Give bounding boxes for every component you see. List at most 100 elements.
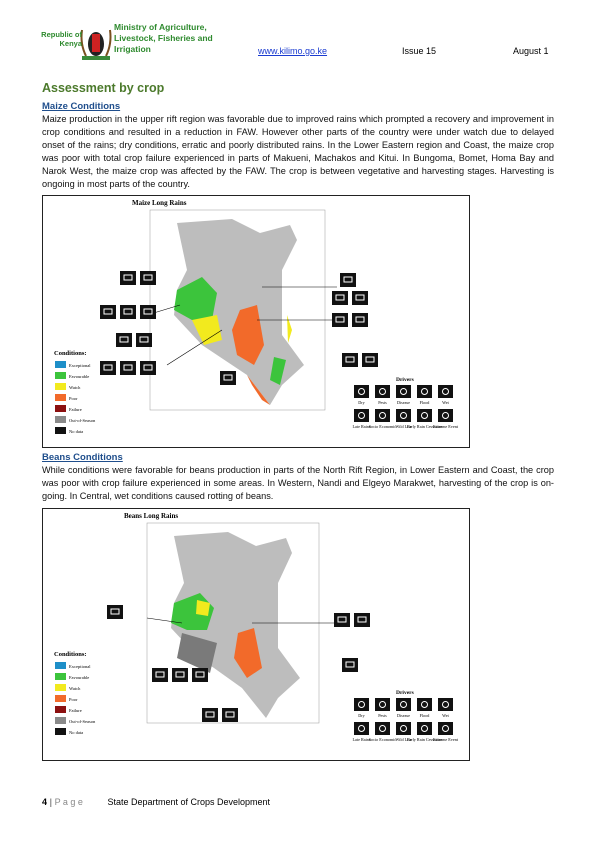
driver-icon [352,291,368,305]
driver-icon-symbol [400,725,407,732]
maize-map: Maize Long Rains Conditions: Exceptional F… [42,195,470,448]
driver-icon-symbol [143,364,153,371]
driver-icon [220,371,236,385]
driver-icon-symbol [355,316,365,323]
driver-icon-symbol [195,671,205,678]
driver-icon-symbol [400,412,407,419]
footer: 4 | P a g e State Department of Crops De… [42,797,271,807]
driver-icon [396,385,411,398]
legend-swatch [55,361,66,368]
driver-icon [192,668,208,682]
driver-label: Wild Life [395,737,411,742]
driver-icon-symbol [335,316,345,323]
driver-icon [438,698,453,711]
driver-icon [417,409,432,422]
driver-icon-symbol [365,356,375,363]
driver-icon-symbol [442,388,449,395]
driver-icon-symbol [442,725,449,732]
driver-icon-symbol [110,608,120,615]
republic: Republic of Kenya [41,30,82,48]
legend-swatch [55,662,66,669]
driver-label: Socio Economic [369,737,397,742]
department: State Department of Crops Development [107,797,271,807]
driver-label: Dry [358,400,365,405]
legend-label: Exceptional [69,363,91,368]
page-label: P a g e [54,797,83,807]
driver-icon [375,698,390,711]
drivers-title: Drivers [396,690,414,696]
legend-label: Exceptional [69,664,91,669]
driver-icon [396,409,411,422]
driver-icon-symbol [358,388,365,395]
driver-label: Extreme Event [433,424,459,429]
driver-icon-symbol [139,336,149,343]
legend-label: No data [69,730,83,735]
coat-of-arms [80,29,112,60]
legend-swatch [55,383,66,390]
driver-icon-symbol [143,274,153,281]
driver-icon-symbol [343,276,353,283]
driver-icon [120,305,136,319]
driver-icon-symbol [379,412,386,419]
driver-icon [332,291,348,305]
driver-label: Dry [358,713,365,718]
driver-label: Pests [378,400,387,405]
maize-paragraph: Maize production in the upper rift regio… [42,114,554,189]
driver-icon-symbol [175,671,185,678]
driver-icon [107,605,123,619]
driver-icon-symbol [143,308,153,315]
legend-swatch [55,372,66,379]
driver-icon-symbol [421,725,428,732]
section-title: Assessment by crop [42,81,165,95]
driver-icon [354,385,369,398]
beans-heading: Beans Conditions [42,452,123,463]
driver-label: Socio Economic [369,424,397,429]
legend-label: Poor [69,396,78,401]
driver-icon [362,353,378,367]
driver-label: Early Rain Cessation [407,424,443,429]
map-title: Beans Long Rains [124,512,178,520]
beans-paragraph: While conditions were favorable for bean… [42,465,554,501]
driver-label: Flood [420,400,431,405]
driver-icon-symbol [358,701,365,708]
driver-icon-symbol [155,671,165,678]
driver-icon-symbol [119,336,129,343]
driver-icon-symbol [379,725,386,732]
driver-icon [438,722,453,735]
legend-label: Out-of-Season [69,418,96,423]
driver-icon-symbol [225,711,235,718]
driver-icon-symbol [421,388,428,395]
driver-icon [116,333,132,347]
driver-icon [417,698,432,711]
legend-swatch [55,394,66,401]
driver-icon-symbol [205,711,215,718]
driver-icon [222,708,238,722]
website-link[interactable]: www.kilimo.go.ke [258,46,328,56]
driver-icon [438,385,453,398]
driver-label: Early Rain Cessation [407,737,443,742]
maize-heading: Maize Conditions [42,101,121,112]
legend-swatch [55,427,66,434]
driver-icon-symbol [358,725,365,732]
driver-icon [140,361,156,375]
driver-icon [354,698,369,711]
driver-icon [120,361,136,375]
driver-icon-symbol [421,701,428,708]
driver-icon [202,708,218,722]
driver-label: Late Rains [352,737,370,742]
driver-icon-symbol [379,701,386,708]
driver-label: Pests [378,713,387,718]
driver-icon-symbol [379,388,386,395]
legend-label: Out-of-Season [69,719,96,724]
legend-swatch [55,728,66,735]
driver-icon [172,668,188,682]
legend-swatch [55,695,66,702]
driver-icon [342,658,358,672]
driver-icon [354,722,369,735]
driver-icon [438,409,453,422]
driver-label: Late Rains [352,424,370,429]
driver-icon [375,385,390,398]
driver-label: Wet [442,400,449,405]
driver-icon-symbol [442,701,449,708]
